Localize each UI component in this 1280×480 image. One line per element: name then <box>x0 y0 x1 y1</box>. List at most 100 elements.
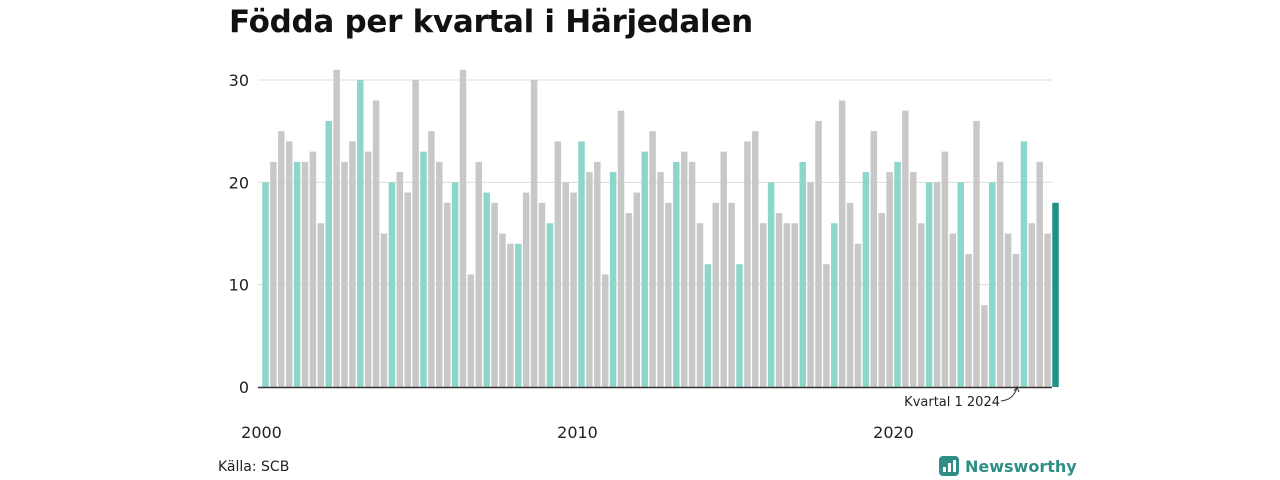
chart-title: Födda per kvartal i Härjedalen <box>229 4 753 40</box>
bar <box>910 172 917 387</box>
bar <box>854 243 862 387</box>
bar <box>815 120 822 388</box>
bar <box>309 151 317 387</box>
bar <box>720 151 727 387</box>
bar <box>420 151 427 387</box>
bar <box>957 182 964 387</box>
bar <box>704 264 712 387</box>
bar <box>617 110 625 387</box>
bar <box>404 192 411 387</box>
bar <box>554 141 562 387</box>
bar <box>388 182 396 387</box>
bar <box>862 172 870 387</box>
bar <box>333 69 340 388</box>
bar <box>546 223 554 387</box>
bar <box>949 233 957 387</box>
bar <box>396 172 404 387</box>
bar <box>285 141 293 387</box>
bar <box>791 223 799 387</box>
bar <box>625 213 633 387</box>
bar <box>1044 233 1051 387</box>
annotation-arrow <box>1000 387 1018 402</box>
brand-name: Newsworthy <box>965 456 1077 476</box>
bar <box>578 141 585 387</box>
bar <box>364 151 372 387</box>
annotation-arrowhead <box>1013 385 1020 393</box>
x-tick-label: 2020 <box>873 423 914 442</box>
bar <box>965 253 972 387</box>
bar <box>515 243 522 387</box>
bar <box>380 233 388 387</box>
bar <box>902 110 909 387</box>
bar <box>586 172 593 387</box>
bar <box>823 264 830 387</box>
y-tick-label: 30 <box>229 71 249 90</box>
bar <box>775 213 783 387</box>
bar <box>759 223 767 387</box>
bar <box>1028 223 1036 387</box>
bar <box>483 192 490 387</box>
bar <box>641 151 648 387</box>
bar <box>325 120 332 388</box>
bar <box>499 233 506 387</box>
bar <box>538 202 546 387</box>
y-tick-label: 0 <box>239 378 249 397</box>
brand-logo: Newsworthy <box>939 456 1077 476</box>
bar <box>357 80 364 387</box>
bar <box>783 223 791 387</box>
bar <box>752 131 759 387</box>
bar <box>443 202 451 387</box>
bar <box>941 151 949 387</box>
bar <box>886 172 893 387</box>
bar <box>1012 253 1020 387</box>
bar <box>262 182 269 387</box>
bar <box>981 305 988 387</box>
bar <box>1052 202 1059 387</box>
bar <box>451 182 459 387</box>
bar <box>491 202 498 387</box>
bar <box>522 192 530 387</box>
bar <box>1036 161 1043 387</box>
y-tick-label: 10 <box>229 276 249 295</box>
bar <box>744 141 751 387</box>
bar <box>436 161 443 387</box>
y-tick-label: 20 <box>229 173 249 192</box>
bar <box>673 161 680 387</box>
bar <box>372 100 380 387</box>
bar <box>570 192 577 387</box>
bar <box>562 182 569 387</box>
bar <box>665 202 672 387</box>
bar <box>594 161 601 387</box>
bar-chart: 0 10 20 30 2000 2010 2020 Kvartal 1 2024 <box>229 69 1059 442</box>
bar <box>712 202 720 387</box>
bar <box>467 274 475 387</box>
bar <box>601 274 609 387</box>
bar <box>996 161 1004 387</box>
bar <box>767 182 775 387</box>
bar <box>807 182 814 387</box>
bar <box>270 161 277 387</box>
bar <box>870 131 878 387</box>
bar <box>838 100 846 387</box>
bar <box>799 161 806 387</box>
bar <box>1004 233 1012 387</box>
bar <box>317 223 325 387</box>
bar <box>649 131 656 387</box>
bar <box>1020 141 1028 387</box>
bar <box>507 243 514 387</box>
bar <box>696 223 704 387</box>
bar <box>728 202 735 387</box>
bar <box>831 223 838 387</box>
bar <box>973 120 980 388</box>
bar <box>428 131 435 387</box>
bar <box>736 264 743 387</box>
bar <box>609 172 617 387</box>
bar <box>475 161 483 387</box>
bar <box>989 182 996 387</box>
bar <box>341 161 348 387</box>
bar <box>349 141 356 387</box>
x-tick-label: 2000 <box>241 423 282 442</box>
bar <box>412 80 419 387</box>
bar <box>917 223 925 387</box>
bar <box>301 161 309 387</box>
